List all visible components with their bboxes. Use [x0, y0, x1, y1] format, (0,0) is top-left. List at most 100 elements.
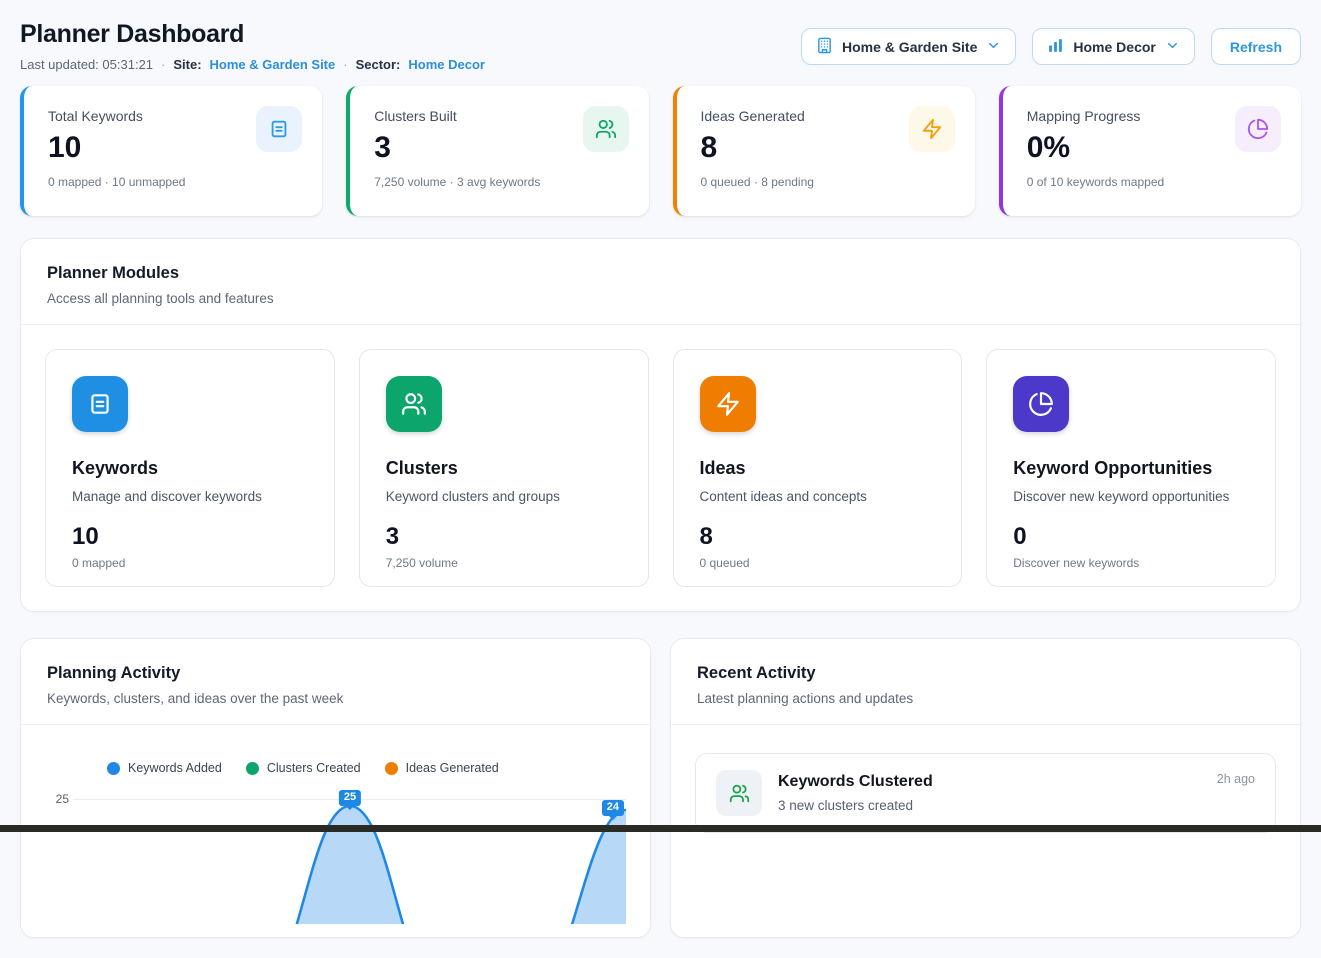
- activity-title: Keywords Clustered: [778, 773, 933, 790]
- stat-subtext: 0 queued · 8 pending: [700, 175, 814, 189]
- recent-activity-header: Recent Activity Latest planning actions …: [671, 639, 1300, 725]
- document-icon: [256, 106, 303, 152]
- module-description: Content ideas and concepts: [699, 489, 867, 504]
- stat-card-ideas-generated: Ideas Generated 8 0 queued · 8 pending: [672, 86, 975, 216]
- data-label-24: 24: [601, 800, 624, 816]
- planning-activity-subtitle: Keywords, clusters, and ideas over the p…: [47, 691, 344, 706]
- legend-item-ideas-generated[interactable]: Ideas Generated: [384, 761, 499, 775]
- chevron-down-icon: [1165, 38, 1180, 56]
- legend-dot: [107, 761, 120, 775]
- sector-link[interactable]: Home Decor: [408, 57, 485, 72]
- refresh-button[interactable]: Refresh: [1210, 28, 1301, 65]
- planner-modules-panel: Planner Modules Access all planning tool…: [20, 238, 1301, 612]
- meta-separator: ·: [161, 57, 166, 72]
- module-description: Keyword clusters and groups: [385, 489, 560, 504]
- bar-chart-icon: [1047, 37, 1064, 57]
- module-title: Keyword Opportunities: [1013, 458, 1213, 478]
- modules-panel-subtitle: Access all planning tools and features: [47, 291, 274, 306]
- planning-activity-panel: Planning Activity Keywords, clusters, an…: [20, 638, 651, 938]
- stat-value: 0%: [1026, 131, 1071, 164]
- stat-card-total-keywords: Total Keywords 10 0 mapped · 10 unmapped: [20, 86, 323, 216]
- module-card-keyword-opportunities[interactable]: Keyword Opportunities Discover new keywo…: [986, 349, 1276, 587]
- modules-grid: Keywords Manage and discover keywords 10…: [21, 325, 1300, 611]
- chart-legend: Keywords Added Clusters Created Ideas Ge…: [107, 761, 650, 775]
- stat-subtext: 0 of 10 keywords mapped: [1026, 175, 1165, 189]
- pie-chart-icon: [1013, 376, 1070, 432]
- module-title: Clusters: [385, 458, 458, 478]
- site-link[interactable]: Home & Garden Site: [209, 57, 336, 72]
- site-selector-label: Home & Garden Site: [842, 38, 978, 55]
- bottom-dark-strip: [0, 825, 1321, 832]
- activity-description: 3 new clusters created: [778, 798, 914, 813]
- users-icon: [716, 770, 762, 816]
- stats-row: Total Keywords 10 0 mapped · 10 unmapped…: [20, 86, 1301, 216]
- module-subtext: 0 mapped: [72, 556, 126, 570]
- activity-text: Keywords Clustered 3 new clusters create…: [778, 773, 1201, 813]
- planning-activity-title: Planning Activity: [47, 664, 181, 682]
- sector-selector-label: Home Decor: [1073, 38, 1156, 55]
- recent-activity-title: Recent Activity: [697, 664, 816, 682]
- stat-value: 8: [700, 131, 718, 164]
- module-subtext: Discover new keywords: [1013, 556, 1140, 570]
- sector-selector-dropdown[interactable]: Home Decor: [1032, 28, 1195, 65]
- module-subtext: 7,250 volume: [385, 556, 458, 570]
- pie-chart-icon: [1235, 106, 1281, 152]
- legend-label: Keywords Added: [128, 761, 222, 775]
- stat-label: Total Keywords: [48, 108, 143, 124]
- document-icon: [72, 376, 128, 432]
- module-value: 3: [385, 523, 400, 550]
- stat-subtext: 0 mapped · 10 unmapped: [48, 175, 186, 189]
- module-card-keywords[interactable]: Keywords Manage and discover keywords 10…: [45, 349, 335, 587]
- page-header: Planner Dashboard Last updated: 05:31:21…: [20, 20, 1301, 72]
- building-icon: [816, 37, 833, 57]
- legend-item-keywords-added[interactable]: Keywords Added: [107, 761, 222, 775]
- stat-label: Mapping Progress: [1026, 108, 1141, 124]
- users-icon: [385, 376, 442, 432]
- legend-item-clusters-created[interactable]: Clusters Created: [245, 761, 361, 775]
- chart-plot-area: 25 24: [73, 784, 626, 924]
- page-title: Planner Dashboard: [20, 20, 245, 48]
- module-value: 10: [72, 523, 99, 550]
- y-axis-tick-25: 25: [55, 792, 69, 806]
- site-label: Site:: [173, 57, 202, 72]
- sector-label: Sector:: [355, 57, 401, 72]
- recent-activity-subtitle: Latest planning actions and updates: [697, 691, 914, 706]
- planning-activity-header: Planning Activity Keywords, clusters, an…: [21, 639, 650, 725]
- activity-timestamp: 2h ago: [1216, 772, 1255, 786]
- module-card-clusters[interactable]: Clusters Keyword clusters and groups 3 7…: [358, 349, 649, 587]
- stat-value: 10: [48, 131, 82, 164]
- lightning-icon: [908, 106, 955, 152]
- bottom-row: Planning Activity Keywords, clusters, an…: [20, 638, 1301, 938]
- last-updated-time: 05:31:21: [102, 57, 154, 72]
- last-updated-label: Last updated: 05:31:21: [20, 57, 154, 72]
- module-description: Manage and discover keywords: [72, 489, 262, 504]
- header-meta: Last updated: 05:31:21 · Site: Home & Ga…: [20, 57, 485, 72]
- recent-activity-panel: Recent Activity Latest planning actions …: [670, 638, 1301, 938]
- stat-subtext: 7,250 volume · 3 avg keywords: [374, 175, 541, 189]
- stat-value: 3: [374, 131, 391, 164]
- legend-dot: [384, 761, 398, 775]
- header-left: Planner Dashboard Last updated: 05:31:21…: [20, 20, 485, 72]
- lightning-icon: [699, 376, 756, 432]
- module-subtext: 0 queued: [699, 556, 750, 570]
- site-selector-dropdown[interactable]: Home & Garden Site: [801, 28, 1017, 65]
- activity-item-keywords-clustered[interactable]: Keywords Clustered 3 new clusters create…: [695, 753, 1276, 833]
- module-title: Keywords: [72, 458, 159, 478]
- legend-label: Clusters Created: [266, 761, 361, 775]
- legend-dot: [245, 761, 259, 775]
- module-card-ideas[interactable]: Ideas Content ideas and concepts 8 0 que…: [672, 349, 963, 587]
- module-description: Discover new keyword opportunities: [1013, 489, 1230, 504]
- modules-panel-title: Planner Modules: [47, 264, 180, 282]
- module-value: 0: [1013, 523, 1027, 550]
- legend-label: Ideas Generated: [405, 761, 499, 775]
- modules-panel-header: Planner Modules Access all planning tool…: [21, 239, 1300, 325]
- stat-card-clusters-built: Clusters Built 3 7,250 volume · 3 avg ke…: [346, 86, 649, 216]
- data-label-25: 25: [338, 790, 362, 806]
- users-icon: [582, 106, 629, 152]
- module-title: Ideas: [699, 458, 746, 478]
- stat-card-mapping-progress: Mapping Progress 0% 0 of 10 keywords map…: [998, 86, 1301, 216]
- stat-label: Ideas Generated: [700, 108, 805, 124]
- recent-activity-list: Keywords Clustered 3 new clusters create…: [671, 725, 1300, 861]
- activity-chart: 25 25 24: [21, 784, 650, 924]
- chevron-down-icon: [986, 38, 1001, 56]
